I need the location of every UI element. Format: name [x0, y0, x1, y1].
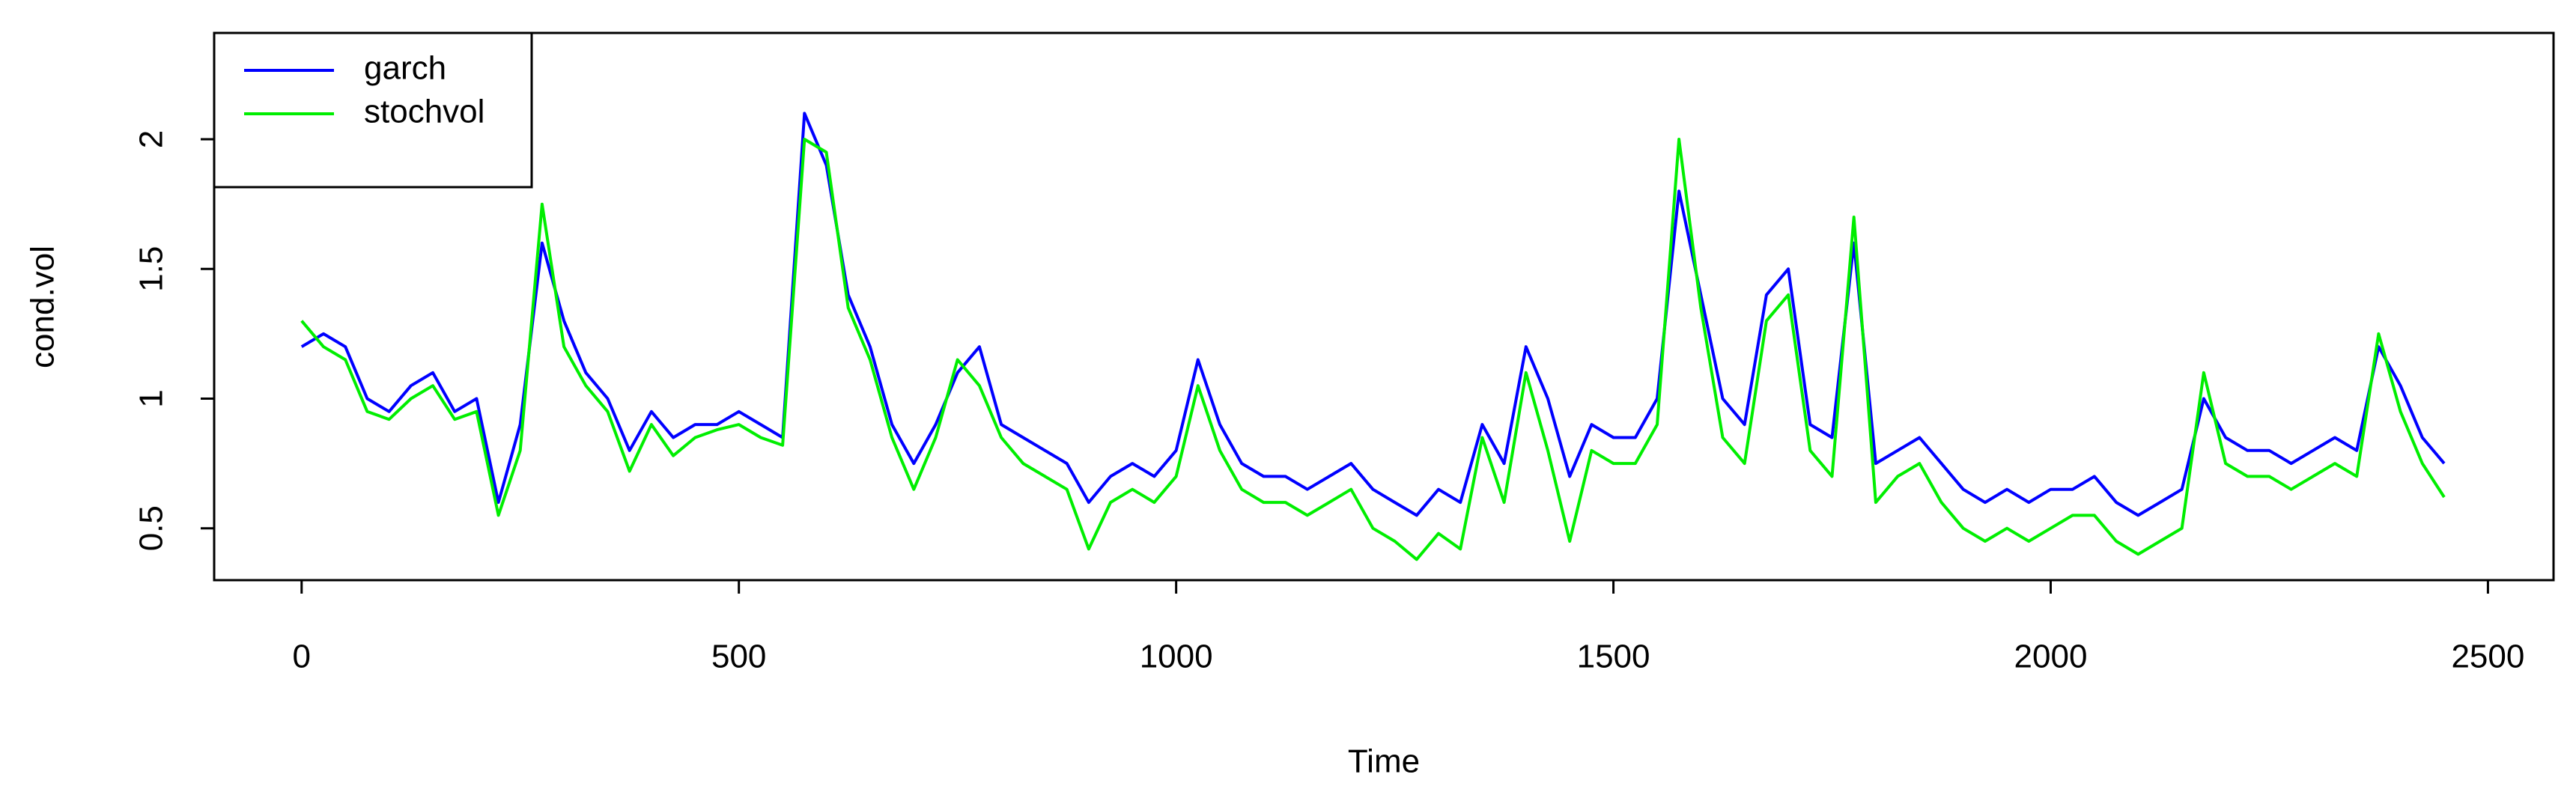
y-tick-label: 2	[133, 130, 170, 148]
y-axis-label: cond.vol	[25, 246, 61, 368]
y-tick-label: 0.5	[133, 505, 170, 551]
series-line	[300, 112, 2446, 517]
series-line	[300, 138, 2446, 561]
x-tick-label: 2000	[2014, 639, 2088, 675]
legend-label: stochvol	[364, 94, 484, 130]
legend-box	[213, 31, 533, 189]
x-tick-label: 500	[711, 639, 766, 675]
x-tick-label: 1500	[1577, 639, 1650, 675]
x-tick-label: 0	[293, 639, 311, 675]
x-tick-label: 2500	[2451, 639, 2524, 675]
y-tick-label: 1	[133, 389, 170, 407]
x-tick-label: 1000	[1140, 639, 1213, 675]
x-axis-label: Time	[1348, 743, 1420, 780]
legend-label: garch	[364, 50, 446, 87]
y-tick-label: 1.5	[133, 246, 170, 292]
plot-frame	[213, 31, 2555, 582]
